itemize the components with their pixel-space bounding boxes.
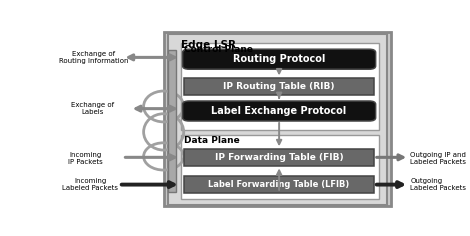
Text: Outgoing IP and
Labeled Packets: Outgoing IP and Labeled Packets [410, 152, 466, 165]
FancyBboxPatch shape [164, 32, 391, 206]
Text: Label Exchange Protocol: Label Exchange Protocol [212, 106, 347, 116]
FancyBboxPatch shape [184, 177, 374, 193]
Text: Incoming
Labeled Packets: Incoming Labeled Packets [63, 178, 118, 191]
FancyBboxPatch shape [181, 43, 379, 130]
FancyBboxPatch shape [182, 49, 376, 69]
FancyBboxPatch shape [168, 50, 176, 192]
FancyBboxPatch shape [184, 149, 374, 165]
Text: IP Routing Table (RIB): IP Routing Table (RIB) [223, 82, 335, 91]
Text: Exchange of
Labels: Exchange of Labels [71, 102, 115, 115]
Text: Edge LSR: Edge LSR [181, 40, 236, 50]
Text: Incoming
IP Packets: Incoming IP Packets [68, 152, 102, 165]
Text: Routing Protocol: Routing Protocol [233, 54, 325, 64]
FancyBboxPatch shape [182, 101, 376, 121]
FancyBboxPatch shape [181, 135, 379, 199]
FancyBboxPatch shape [168, 34, 386, 205]
FancyBboxPatch shape [184, 78, 374, 95]
Text: Data Plane: Data Plane [184, 136, 240, 145]
Text: Control Plane: Control Plane [184, 45, 253, 54]
Text: Exchange of
Routing Information: Exchange of Routing Information [59, 51, 128, 64]
Text: Label Forwarding Table (LFIB): Label Forwarding Table (LFIB) [209, 180, 350, 189]
Text: Outgoing
Labeled Packets: Outgoing Labeled Packets [410, 178, 466, 191]
Text: IP Forwarding Table (FIB): IP Forwarding Table (FIB) [215, 153, 344, 162]
